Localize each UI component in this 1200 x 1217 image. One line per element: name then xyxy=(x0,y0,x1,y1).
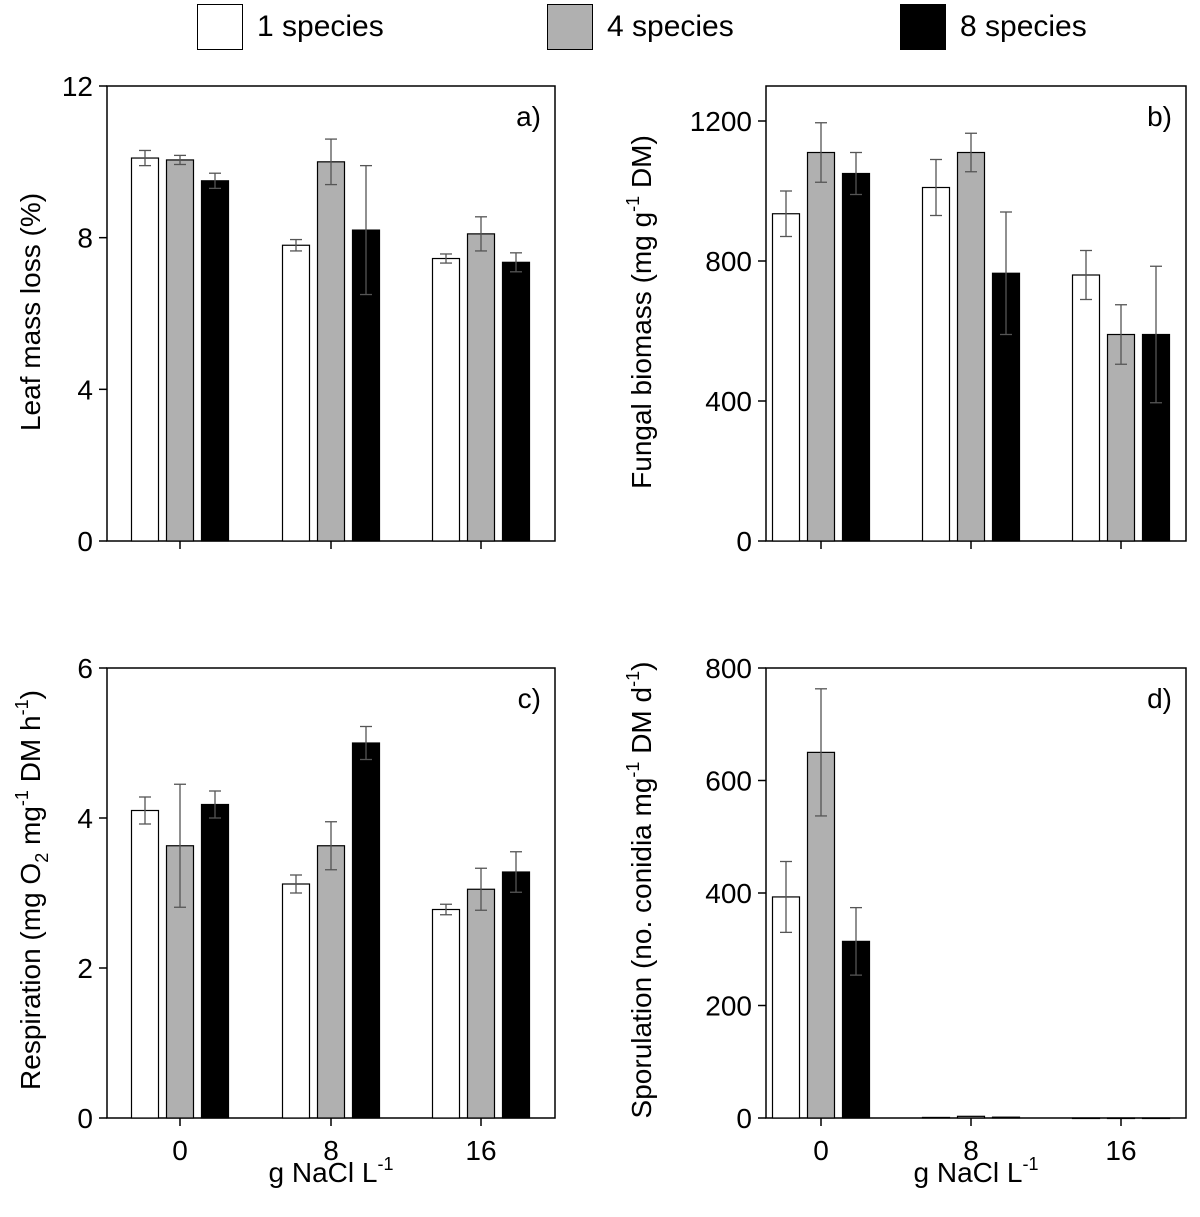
legend-label-8-species: 8 species xyxy=(960,10,1087,43)
bar-4-species-16 xyxy=(1106,333,1136,542)
bar-1-species-0 xyxy=(130,809,160,1119)
y-axis-title-part: -1 xyxy=(12,699,32,715)
y-tick-label: 1200 xyxy=(690,106,752,137)
y-tick-label: 4 xyxy=(77,803,93,834)
bar-8-species-8 xyxy=(991,1116,1021,1119)
bar-1-species-0 xyxy=(130,157,160,542)
y-tick-label: 800 xyxy=(705,653,752,684)
bar-1-species-8 xyxy=(921,186,951,542)
bar-4-species-16 xyxy=(1106,1117,1136,1120)
chart-panel-2: 0 400 800 1200 b) Fungal biomass (mg g-1 DM) xyxy=(623,85,1187,557)
y-axis-title: Fungal biomass (mg g-1 DM) xyxy=(623,135,657,489)
y-tick-label: 0 xyxy=(736,1103,752,1134)
y-tick-label: 200 xyxy=(705,991,752,1022)
bar-4-species-8 xyxy=(316,161,346,542)
bar-1-species-0 xyxy=(771,896,801,1119)
bar-4-species-8 xyxy=(956,151,986,542)
y-axis-title-part: ) xyxy=(15,690,46,699)
x-tick-label: 8 xyxy=(963,1135,979,1166)
y-tick-label: 6 xyxy=(77,653,93,684)
y-axis-title: Sporulation (no. conidia mg-1 DM d-1) xyxy=(623,662,657,1119)
chart-panel-4: 0 200 400 600 800 0 8 16 d) Sporulation (no. coni… xyxy=(623,653,1187,1166)
bar-1-species-8 xyxy=(921,1116,951,1119)
y-tick-label: 4 xyxy=(77,374,93,405)
bar-1-species-16 xyxy=(431,257,461,542)
y-axis-title: Respiration (mg O2 mg-1 DM h-1) xyxy=(12,690,52,1090)
y-tick-label: 400 xyxy=(705,878,752,909)
y-axis-title-part: Fungal biomass (mg g xyxy=(626,212,657,489)
bar-1-species-16 xyxy=(431,908,461,1119)
legend-label-1-species: 1 species xyxy=(257,10,384,43)
x-axis-title-main: g NaCl L xyxy=(914,1157,1023,1188)
legend-item-4-species: 4 species xyxy=(547,2,734,52)
panel-label: a) xyxy=(516,101,541,132)
y-axis-title-part: -1 xyxy=(623,671,643,687)
bar-1-species-16 xyxy=(1071,1117,1101,1120)
y-axis-title-part: -1 xyxy=(623,196,643,212)
legend: 1 species 4 species 8 species xyxy=(0,0,1200,60)
x-tick-label: 8 xyxy=(323,1135,339,1166)
chart-panel-1: 0 4 8 12 a) Leaf mass loss (%) xyxy=(15,71,556,557)
x-axis-title-sup: -1 xyxy=(377,1154,393,1174)
y-axis-title-part: DM) xyxy=(626,135,657,196)
bar-8-species-8 xyxy=(351,742,381,1119)
x-axis-title: g NaCl L-1 xyxy=(914,1154,1039,1188)
legend-item-1-species: 1 species xyxy=(197,2,384,52)
y-axis-title-part: Sporulation (no. conidia mg xyxy=(626,778,657,1119)
y-tick-label: 800 xyxy=(705,246,752,277)
y-tick-label: 0 xyxy=(77,1103,93,1134)
y-axis-title-part: -1 xyxy=(12,790,32,806)
bar-4-species-16 xyxy=(466,233,496,542)
bar-1-species-16 xyxy=(1071,274,1101,542)
x-tick-label: 16 xyxy=(465,1135,496,1166)
bar-4-species-0 xyxy=(806,151,836,542)
x-axis-title-sup: -1 xyxy=(1022,1154,1038,1174)
legend-swatch-4-species xyxy=(547,4,593,50)
y-axis-title-part: DM h xyxy=(15,715,46,790)
x-tick-label: 16 xyxy=(1105,1135,1136,1166)
bar-1-species-8 xyxy=(281,244,311,542)
y-tick-label: 400 xyxy=(705,386,752,417)
y-axis-title-part: 2 xyxy=(32,853,52,863)
x-tick-label: 0 xyxy=(813,1135,829,1166)
x-axis-title: g NaCl L-1 xyxy=(269,1154,394,1188)
bar-4-species-0 xyxy=(165,159,195,542)
bar-8-species-16 xyxy=(501,871,531,1119)
legend-label-4-species: 4 species xyxy=(607,10,734,43)
bar-4-species-8 xyxy=(956,1115,986,1119)
y-tick-label: 8 xyxy=(77,223,93,254)
y-tick-label: 600 xyxy=(705,766,752,797)
bar-8-species-16 xyxy=(501,261,531,542)
legend-swatch-8-species xyxy=(900,4,946,50)
y-tick-label: 0 xyxy=(77,526,93,557)
y-axis-title: Leaf mass loss (%) xyxy=(15,193,46,431)
legend-swatch-1-species xyxy=(197,4,243,50)
bar-8-species-0 xyxy=(200,803,230,1119)
y-axis-title-part: Respiration (mg O xyxy=(15,863,46,1090)
y-tick-label: 2 xyxy=(77,953,93,984)
panel-label: b) xyxy=(1147,101,1172,132)
y-axis-title-part: ) xyxy=(626,662,657,671)
y-axis-title-part: -1 xyxy=(623,762,643,778)
y-tick-label: 12 xyxy=(62,71,93,102)
bar-1-species-8 xyxy=(281,883,311,1119)
bar-8-species-0 xyxy=(200,180,230,542)
bar-1-species-0 xyxy=(771,213,801,542)
y-axis-title-part: DM d xyxy=(626,687,657,762)
bar-8-species-16 xyxy=(1141,1117,1171,1120)
panel-label: c) xyxy=(518,683,541,714)
panel-label: d) xyxy=(1147,683,1172,714)
x-axis-title-main: g NaCl L xyxy=(269,1157,378,1188)
bar-4-species-16 xyxy=(466,888,496,1119)
bar-4-species-8 xyxy=(316,845,346,1119)
bar-8-species-0 xyxy=(841,172,871,542)
legend-item-8-species: 8 species xyxy=(900,2,1087,52)
x-tick-label: 0 xyxy=(172,1135,188,1166)
y-tick-label: 0 xyxy=(736,526,752,557)
y-axis-title-part: mg xyxy=(15,806,46,853)
